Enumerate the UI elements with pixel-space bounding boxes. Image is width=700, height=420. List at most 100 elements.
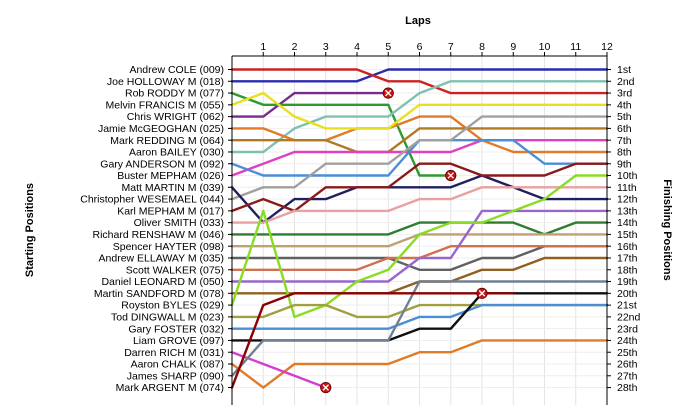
retirement-marker [476,287,488,299]
chart-title: Laps [405,15,431,27]
x-tick-label: 4 [354,41,360,53]
finishing-position-label: 9th [617,158,632,170]
retirement-marker [445,169,457,182]
finishing-position-label: 15th [617,229,638,241]
finishing-position-label: 24th [617,335,638,347]
finishing-position-label: 11th [617,182,637,194]
series-line-9 [230,91,609,130]
finishing-position-label: 10th [617,170,638,182]
axes [228,52,611,405]
starting-position-label: Karl MEPHAM M (017) [117,205,224,217]
finishing-position-label: 14th [617,217,638,229]
starting-position-label: Scott WALKER (075) [126,264,224,276]
starting-position-label: Christopher WESEMAEL (044) [80,194,224,206]
finishing-position-label: 12th [617,194,638,206]
series-line-7 [230,127,609,154]
starting-position-label: Gary ANDERSON M (092) [100,158,224,170]
retirement-marker-cross [447,172,455,179]
series-line-26 [230,351,327,389]
finishing-position-label: 23rd [617,323,638,335]
retirement-marker-cross [384,89,392,97]
x-tick-label: 2 [292,41,298,53]
retirement-marker-cross [322,384,330,391]
finishing-position-label: 17th [617,253,638,265]
starting-position-label: Mark ARGENT M (074) [116,382,224,394]
starting-position-label: Richard RENSHAW M (046) [93,229,224,241]
starting-position-label: Martin SANDFORD M (078) [94,288,224,300]
x-tick-label: 8 [479,41,485,53]
starting-position-label: Rob RODDY M (077) [125,88,224,100]
finishing-position-label: 20th [617,288,638,300]
series-line-25 [230,339,609,389]
finishing-position-label: 6th [617,123,632,135]
finishing-position-label: 7th [617,135,632,147]
series-line-27 [230,280,609,377]
series-line-5 [230,80,609,154]
series-line-3 [230,91,390,118]
series-line-8 [230,138,609,177]
finishing-position-label: 3rd [617,88,632,100]
series-layer [230,68,609,389]
series-line-28 [230,292,515,389]
starting-position-label: Daniel LEONARD M (050) [101,276,224,288]
starting-position-label: Mark REDDING M (064) [110,135,224,147]
series-line-1 [230,68,609,83]
starting-position-label: Buster MEPHAM (026) [117,170,224,182]
starting-position-label: Andrew COLE (009) [129,64,224,76]
series-line-4 [230,91,452,177]
series-line-19 [230,209,609,283]
finishing-position-label: 21st [617,300,637,312]
finishing-position-label: 27th [617,370,638,382]
x-tick-label: 7 [448,41,454,53]
starting-position-label: Andrew ELLAWAY M (035) [99,253,224,265]
y-axis-label-right: Finishing Positions [661,179,673,280]
series-line-11 [230,115,609,201]
retirement-markers [320,87,488,394]
finishing-position-label: 22nd [617,311,641,323]
finishing-position-label: 4th [617,99,632,111]
finishing-position-label: 19th [617,276,638,288]
starting-position-label: James SHARP (090) [127,370,224,382]
starting-position-label: Gary FOSTER (032) [128,323,224,335]
finishing-position-label: 2nd [617,76,635,88]
starting-position-label: Jamie McGEOGHAN (025) [98,123,224,135]
finishing-position-label: 28th [617,382,638,394]
retirement-marker [320,381,332,394]
series-line-2 [230,68,609,95]
finishing-position-label: 13th [617,205,638,217]
finishing-position-label: 16th [617,241,638,253]
x-tick-label: 9 [510,41,516,53]
starting-position-label: Joe HOLLOWAY M (018) [107,76,224,88]
finishing-position-label: 26th [617,359,638,371]
retirement-marker [382,87,394,99]
x-tick-label: 12 [601,41,613,53]
retirement-marker-cross [478,290,486,297]
finishing-position-label: 1st [617,64,631,76]
series-line-21 [230,174,609,319]
starting-position-label: Matt MARTIN M (039) [122,182,225,194]
series-line-23 [230,303,609,330]
x-tick-label: 10 [539,41,551,53]
x-tick-label: 6 [417,41,423,53]
starting-position-label: Chris WRIGHT (062) [127,111,224,123]
finishing-position-label: 18th [617,264,638,276]
starting-position-label: Tod DINGWALL M (023) [111,311,224,323]
finishing-position-label: 8th [617,147,632,159]
x-tick-label: 11 [570,41,581,53]
series-line-14 [230,186,609,224]
starting-position-label: Aaron CHALK (087) [131,359,224,371]
starting-position-label: Oliver SMITH (033) [134,217,224,229]
x-tick-label: 5 [385,41,391,53]
starting-position-label: Darren RICH M (031) [124,347,224,359]
starting-position-label: Liam GROVE (097) [133,335,224,347]
y-axis-label-left: Starting Positions [24,183,36,277]
starting-position-label: Spencer HAYTER (098) [113,241,224,253]
finishing-position-label: 5th [617,111,632,123]
x-tick-label: 1 [260,41,266,53]
starting-position-label: Royston BYLES (029) [121,300,224,312]
starting-position-label: Aaron BAILEY (030) [129,147,224,159]
finishing-position-label: 25th [617,347,638,359]
